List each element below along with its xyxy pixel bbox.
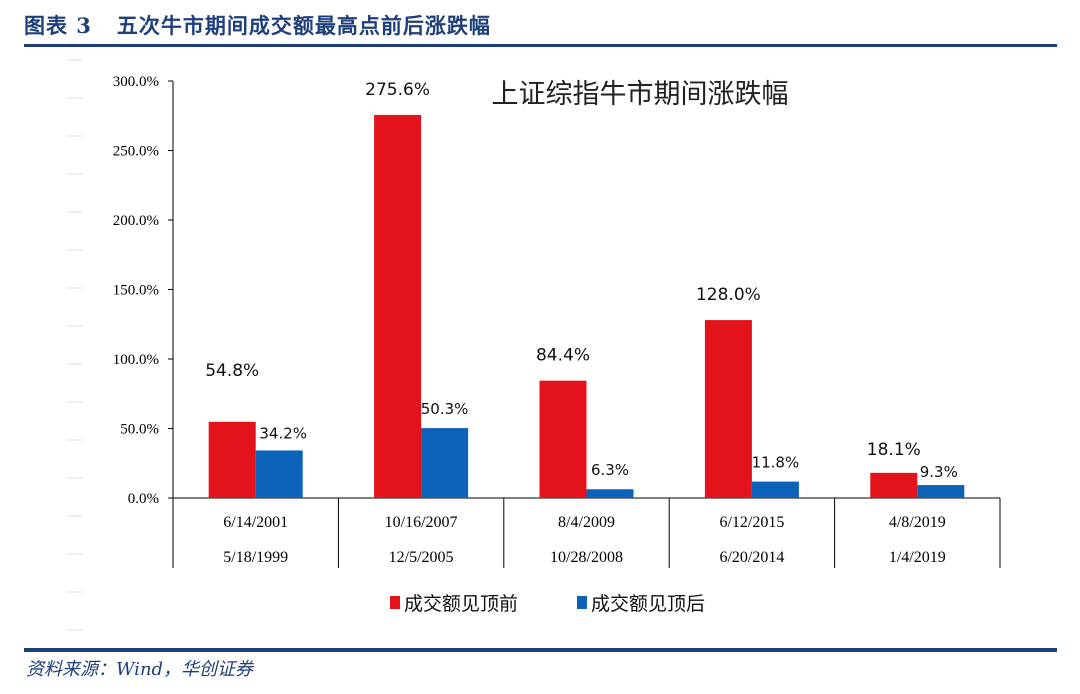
x-label-start: 6/20/2014 [719,549,784,566]
data-label: 6.3% [591,461,629,479]
data-label: 84.4% [536,346,590,366]
legend-swatch [577,596,587,609]
x-label-start: 12/5/2005 [389,549,454,566]
x-label-peak: 6/14/2001 [223,514,288,531]
y-tick-label: 300.0% [113,74,159,90]
legend-label: 成交额见顶后 [591,593,705,615]
x-label-start: 5/18/1999 [223,549,288,566]
data-label: 34.2% [259,424,307,442]
bar-after [751,481,799,498]
bar-before [539,380,587,498]
x-label-peak: 4/8/2019 [889,514,946,531]
bar-after [586,489,634,498]
bar-before [704,320,752,498]
data-label: 54.8% [205,361,259,381]
data-label: 50.3% [421,400,469,418]
bar-after [917,485,965,498]
header-rule [24,44,1057,47]
y-tick-label: 250.0% [113,144,159,160]
x-label-start: 10/28/2008 [550,549,623,566]
y-tick-label: 0.0% [128,491,159,507]
x-label-peak: 8/4/2009 [558,514,615,531]
x-label-start: 1/4/2019 [889,549,946,566]
chart-title: 上证综指牛市期间涨跌幅 [492,79,789,110]
y-tick-label: 100.0% [113,352,159,368]
y-tick-label: 200.0% [113,213,159,229]
bar-after [255,450,303,498]
y-tick-label: 50.0% [120,422,159,438]
legend-label: 成交额见顶前 [404,593,518,615]
data-label: 9.3% [920,463,958,481]
bar-after [421,428,469,498]
bar-before [374,114,422,498]
bar-before [870,472,918,498]
y-tick-label: 150.0% [113,283,159,299]
data-label: 11.8% [752,454,800,472]
data-label: 275.6% [365,80,430,100]
footer-rule [24,648,1057,652]
data-label: 128.0% [696,285,761,305]
legend-swatch [390,596,400,609]
data-label: 18.1% [867,440,921,460]
source-note: 资料来源：Wind，华创证券 [26,659,254,680]
x-label-peak: 10/16/2007 [385,514,458,531]
bar-before [208,421,256,498]
figure-title: 图表 3 五次牛市期间成交额最高点前后涨跌幅 [24,13,491,38]
x-label-peak: 6/12/2015 [719,514,784,531]
